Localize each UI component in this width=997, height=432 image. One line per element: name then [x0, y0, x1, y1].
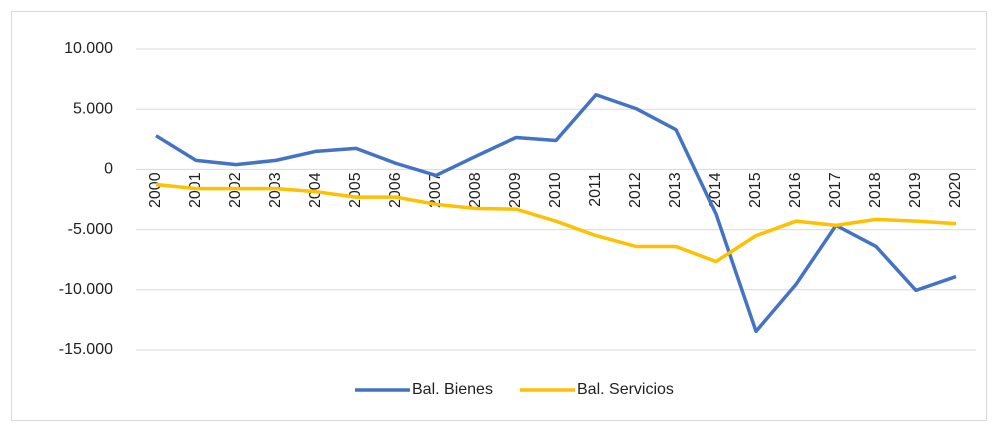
x-tick-label: 2008 [467, 172, 484, 208]
x-tick-label: 2011 [587, 172, 604, 207]
x-tick-label: 2005 [347, 172, 364, 208]
x-tick-label: 2010 [547, 172, 564, 208]
x-tick-label: 2018 [867, 172, 884, 208]
x-tick-label: 2012 [627, 172, 644, 208]
x-tick-label: 2017 [827, 172, 844, 208]
legend-label: Bal. Bienes [412, 381, 493, 398]
y-tick-label: -10.000 [59, 281, 113, 298]
legend-label: Bal. Servicios [577, 381, 674, 398]
x-tick-label: 2000 [147, 172, 164, 208]
x-tick-label: 2013 [667, 172, 684, 208]
x-tick-label: 2009 [507, 172, 524, 208]
chart-border [11, 11, 987, 421]
y-tick-label: -15.000 [59, 341, 113, 358]
x-tick-label: 2007 [427, 172, 444, 208]
series-line [155, 182, 957, 264]
x-tick-label: 2014 [707, 172, 724, 208]
x-tick-label: 2020 [947, 172, 964, 208]
y-tick-label: 10.000 [64, 40, 113, 57]
y-tick-label: -5.000 [68, 221, 113, 238]
x-tick-label: 2016 [787, 172, 804, 208]
x-tick-label: 2019 [907, 172, 924, 208]
x-tick-label: 2015 [747, 172, 764, 208]
y-tick-label: 5.000 [73, 100, 113, 117]
series-line [155, 93, 957, 334]
y-tick-label: 0 [104, 161, 113, 178]
x-tick-label: 2006 [387, 172, 404, 208]
